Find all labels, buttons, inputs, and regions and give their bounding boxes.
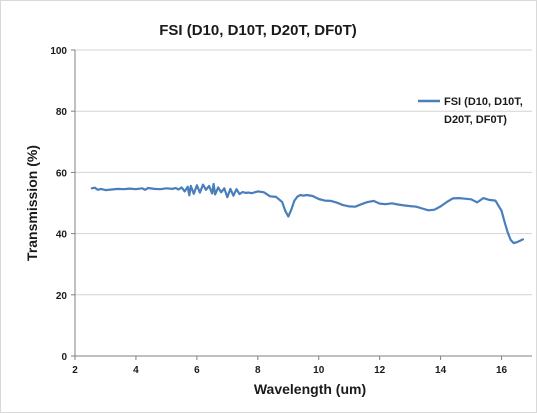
y-tick-label: 0 <box>61 352 67 363</box>
x-tick-label: 16 <box>496 365 508 376</box>
y-tick-label: 80 <box>56 107 68 118</box>
legend-label-line-2: D20T, DF0T) <box>444 114 507 126</box>
x-tick-label: 4 <box>133 365 139 376</box>
x-tick-label: 8 <box>255 365 261 376</box>
y-tick-labels: 0 20 40 60 80 100 <box>50 46 67 363</box>
y-tick-label: 60 <box>56 168 68 179</box>
x-tick-labels: 2 4 6 8 10 12 14 16 <box>72 365 507 376</box>
chart-title: FSI (D10, D10T, D20T, DF0T) <box>159 22 357 39</box>
gridlines <box>75 49 532 296</box>
x-tick-label: 10 <box>313 365 325 376</box>
axes <box>71 49 532 360</box>
legend-label-line-1: FSI (D10, D10T, <box>444 96 523 108</box>
y-tick-label: 100 <box>50 46 67 57</box>
legend: FSI (D10, D10T, D20T, DF0T) <box>418 96 523 126</box>
series-line <box>90 182 525 245</box>
x-tick-label: 2 <box>72 365 78 376</box>
x-tick-label: 6 <box>194 365 200 376</box>
x-axis-title: Wavelength (um) <box>254 381 366 397</box>
x-tick-label: 12 <box>374 365 386 376</box>
series-layer <box>90 182 525 245</box>
x-tick-label: 14 <box>435 365 447 376</box>
y-tick-label: 40 <box>56 230 68 241</box>
y-axis-title: Transmission (%) <box>24 145 40 261</box>
y-tick-label: 20 <box>56 291 68 302</box>
